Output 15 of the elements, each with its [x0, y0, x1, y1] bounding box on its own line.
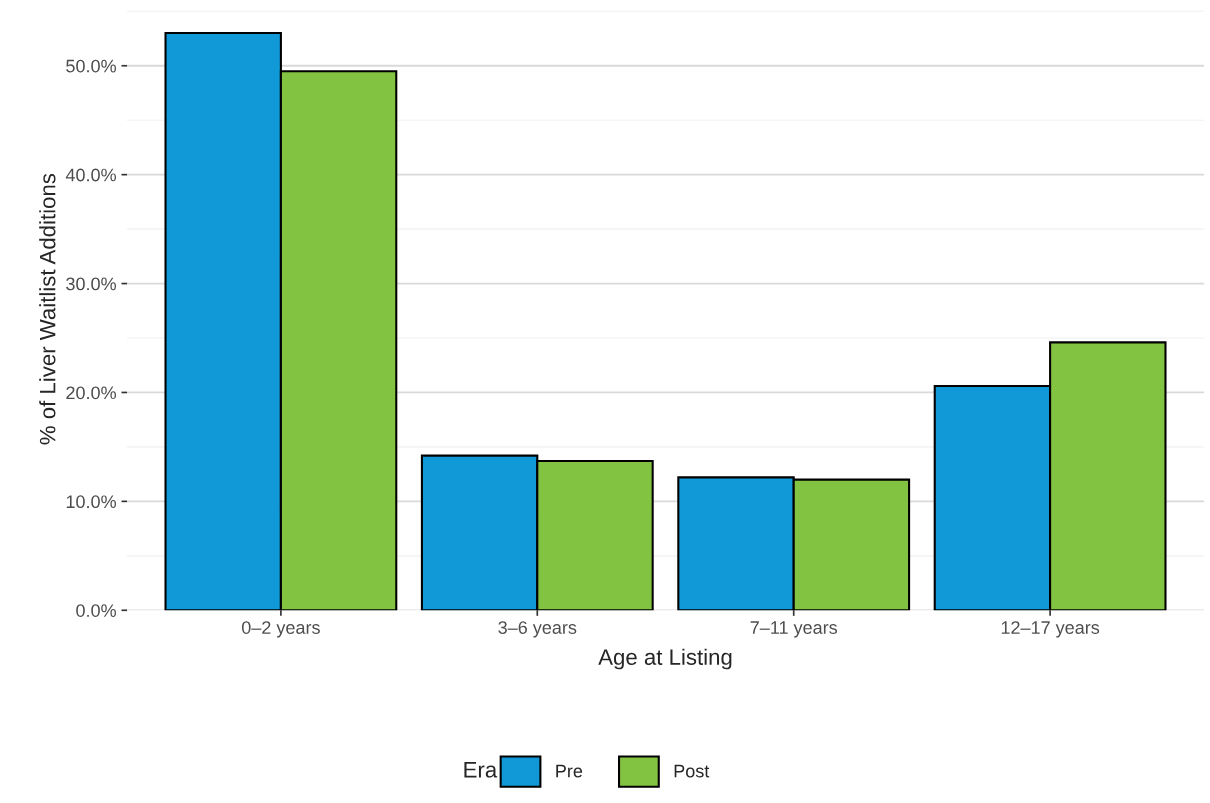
y-tick-label: 40.0%: [65, 168, 116, 182]
y-tick-label: 10.0%: [66, 495, 116, 509]
legend-label: Pre: [556, 764, 583, 778]
x-tick-label: 7–11 years: [750, 621, 838, 638]
y-tick-label: 0.0%: [76, 604, 116, 617]
legend-label: Post: [674, 764, 710, 778]
y-tick-label: 50.0%: [66, 59, 116, 73]
x-axis-title: Age at Listing: [598, 648, 732, 670]
y-axis-title: % of Liver Waitlist Additions: [39, 173, 56, 445]
legend-title: Era: [464, 762, 498, 778]
y-tick-label: 20.0%: [66, 386, 116, 400]
x-tick-label: 12–17 years: [1001, 621, 1100, 638]
x-tick-label: 3–6 years: [498, 621, 577, 638]
y-tick-label: 30.0%: [66, 277, 116, 291]
x-tick-label: 0–2 years: [241, 621, 320, 638]
